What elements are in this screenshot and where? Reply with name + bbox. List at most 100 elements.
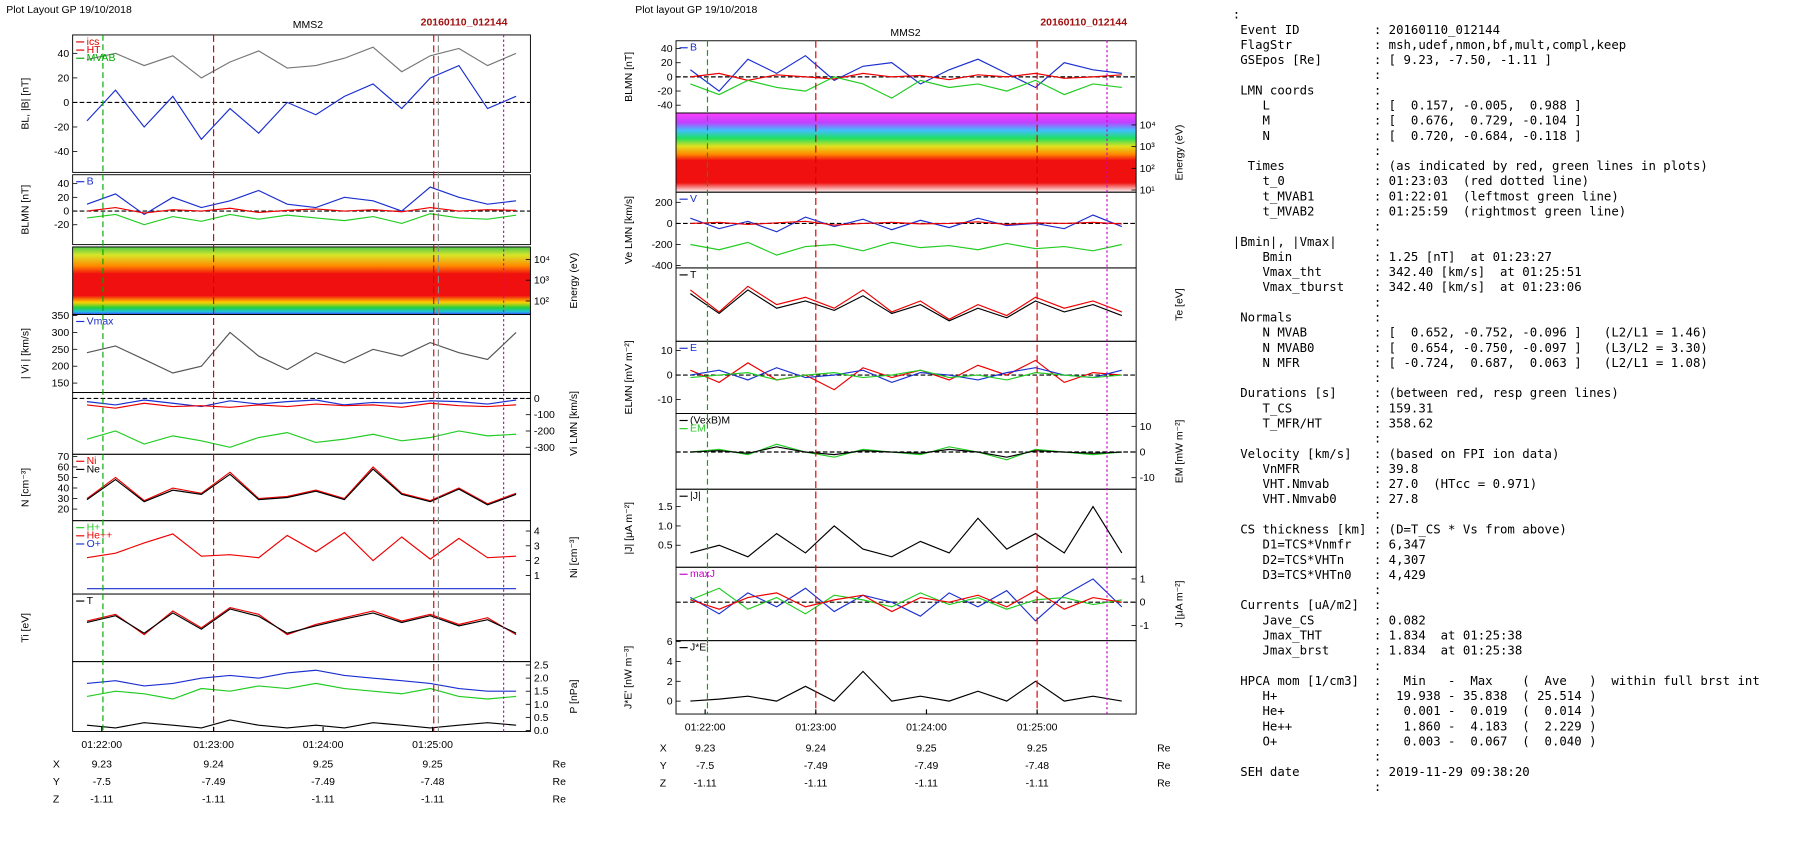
y-tick-label: 1.5: [534, 687, 549, 698]
summary-line: SEH date : 2019-11-29 09:38:20: [1233, 765, 1530, 779]
panel: 0 2 4 6 J*E' [nW m⁻³] J*E': [624, 637, 1137, 715]
y-tick-label: 6: [667, 637, 673, 648]
panel-frame: [72, 174, 531, 246]
trace: [690, 505, 1123, 558]
position-cell: -7.49: [202, 777, 226, 788]
position-cell: Y: [660, 761, 667, 772]
position-cell: X: [660, 743, 667, 754]
summary-line: VnMFR : 39.8: [1233, 462, 1419, 476]
trace: [690, 220, 1122, 226]
summary-line: :: [1233, 68, 1381, 82]
panel-frame: [675, 413, 1137, 490]
y-tick-label: 300: [52, 328, 70, 339]
y-axis-label: Energy (eV): [1175, 125, 1186, 181]
legend-label: J*E': [690, 643, 708, 654]
position-cell: Re: [1157, 743, 1171, 754]
position-cell: Re: [553, 760, 567, 771]
summary-line: H+ : 19.938 - 35.838 ( 25.514 ): [1233, 689, 1597, 703]
y-tick-label: 0: [667, 219, 673, 230]
summary-line: He++ : 1.860 - 4.183 ( 2.229 ): [1233, 719, 1597, 733]
summary-line: VHT.Nmvab0 : 27.8: [1233, 492, 1419, 506]
y-tick-label: 4: [534, 527, 540, 538]
y-tick-label: -200: [534, 426, 555, 437]
summary-line: D1=TCS*Vnmfr : 6,347: [1233, 538, 1426, 552]
summary-line: Jave_CS : 0.082: [1233, 613, 1426, 627]
trace: [86, 213, 517, 226]
y-tick-label: 1.5: [658, 502, 673, 513]
legend-label: HT: [87, 45, 102, 56]
y-tick-label: 0: [667, 371, 673, 382]
y-tick-label: 150: [52, 379, 70, 390]
x-tick-label: 01:23:00: [795, 722, 836, 733]
panel: -10 0 10 EM [mW m⁻²] (VexB)MEM: [675, 413, 1186, 490]
summary-line: M : [ 0.676, 0.729, -0.104 ]: [1233, 114, 1582, 128]
summary-line: N MFR : [ -0.724, 0.687, 0.063 ] (L2/L1 …: [1233, 356, 1708, 370]
y-tick-label: 40: [57, 49, 69, 60]
position-cell: 9.24: [806, 743, 827, 754]
summary-line: t_MVAB1 : 01:22:01 (leftmost green line): [1233, 189, 1619, 203]
panel-frame: [675, 640, 1137, 715]
summary-line: Vmax_tburst : 342.40 [km/s] at 01:23:06: [1233, 280, 1582, 294]
y-tick-label: 20: [57, 73, 69, 84]
y-tick-label: 4: [667, 657, 673, 668]
spacecraft-title: MMS2: [890, 28, 920, 39]
y-tick-label: 10²: [534, 296, 550, 307]
summary-line: |Bmin|, |Vmax| :: [1233, 235, 1381, 249]
summary-line: T_CS : 159.31: [1233, 401, 1433, 415]
position-cell: -7.49: [311, 777, 335, 788]
position-cell: -7.48: [421, 777, 445, 788]
position-cell: Re: [1157, 778, 1171, 789]
trace: [86, 64, 517, 141]
y-tick-label: 2: [667, 677, 673, 688]
x-tick-label: 01:22:00: [685, 722, 726, 733]
panel-frame: [72, 661, 531, 732]
panel: -1 0 1 J [μA m⁻²] maxJ: [675, 566, 1186, 642]
summary-line: GSEpos [Re] : [ 9.23, -7.50, -1.11 ]: [1233, 53, 1552, 67]
y-tick-label: 1: [1140, 574, 1146, 585]
y-tick-label: 250: [52, 345, 70, 356]
trace: [86, 531, 517, 562]
y-axis-label: Energy (eV): [569, 253, 580, 309]
y-tick-label: 40: [57, 483, 69, 494]
summary-line: :: [1233, 220, 1381, 234]
summary-line: HPCA mom [1/cm3] : Min - Max ( Ave ) wit…: [1233, 674, 1760, 688]
legend-label: H+: [87, 523, 101, 534]
y-axis-label: Te [eV]: [1175, 288, 1186, 321]
x-tick-label: 01:24:00: [906, 722, 947, 733]
position-cell: Re: [1157, 761, 1171, 772]
trace: [86, 46, 517, 79]
summary-line: FlagStr : msh,udef,nmon,bf,mult,compl,ke…: [1233, 38, 1626, 52]
trace: [690, 367, 1122, 384]
y-tick-label: 10³: [1140, 142, 1156, 153]
y-tick-label: 1.0: [658, 521, 673, 532]
trace: [86, 186, 517, 216]
trace: [86, 430, 517, 448]
y-tick-label: 40: [57, 179, 69, 190]
y-tick-label: -10: [1140, 473, 1155, 484]
position-cell: Z: [53, 795, 60, 806]
summary-line: Durations [s] : (between red, resp green…: [1233, 386, 1619, 400]
summary-line: Event ID : 20160110_012144: [1233, 23, 1500, 37]
legend-label: He++: [87, 531, 113, 542]
trace: [86, 669, 517, 692]
y-tick-label: 10: [661, 346, 673, 357]
y-tick-label: 40: [661, 44, 673, 55]
trace: [689, 285, 1123, 320]
trace: [690, 587, 1122, 615]
y-tick-label: 0: [63, 98, 69, 109]
summary-line: :: [1233, 144, 1381, 158]
summary-line: D3=TCS*VHTn0 : 4,429: [1233, 568, 1426, 582]
summary-line: :: [1233, 659, 1381, 673]
panel: -10 0 10 ELMN [mV m⁻²] E: [624, 340, 1137, 414]
position-cell: -1.11: [694, 778, 717, 789]
trace: [86, 468, 517, 506]
summary-line: O+ : 0.003 - 0.067 ( 0.040 ): [1233, 734, 1597, 748]
x-tick-label: 01:23:00: [193, 740, 234, 751]
y-axis-label: |J| [μA m⁻²]: [624, 502, 635, 555]
trace: [690, 443, 1122, 461]
y-tick-label: 70: [57, 452, 69, 463]
y-tick-label: 50: [57, 473, 69, 484]
panel: 1 2 3 4 Ni [cm⁻³] H+He++O+: [72, 520, 580, 595]
